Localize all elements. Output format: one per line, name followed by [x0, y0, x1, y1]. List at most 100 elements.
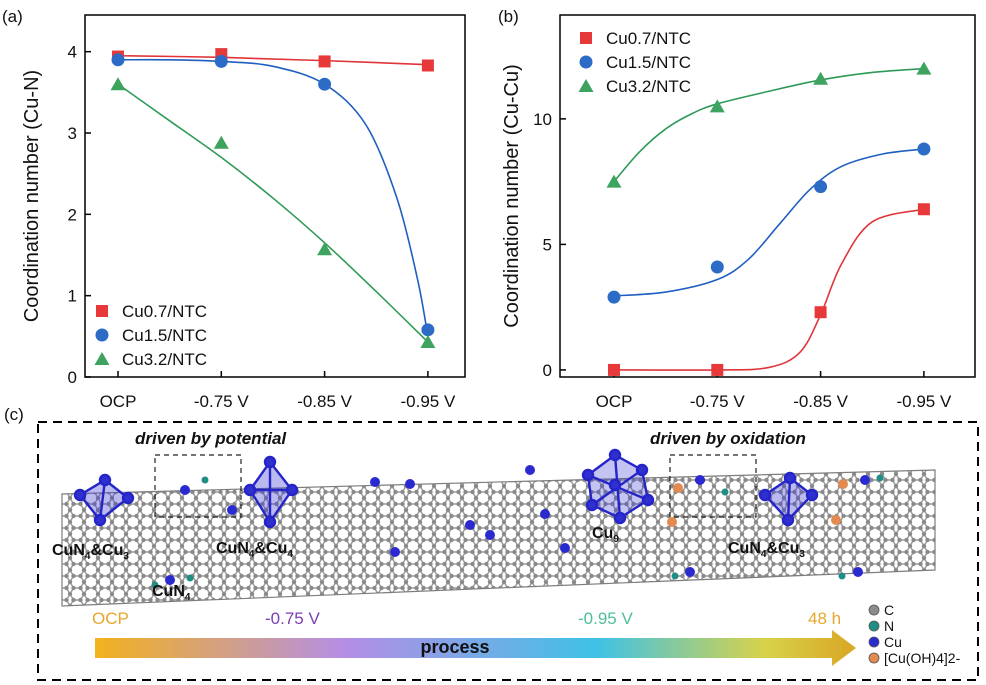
species-label-4: Cu9 — [592, 525, 619, 545]
x-tick-label: -0.95 V — [400, 392, 455, 411]
point-Cu0.7/NTC — [814, 306, 827, 319]
legend-marker-Cu3.2/NTC — [578, 79, 594, 92]
panel-a-fit-lines — [117, 54, 429, 343]
process-label: process — [420, 637, 489, 657]
fit-line-Cu1.5/NTC — [613, 148, 924, 297]
fit-line-Cu0.7/NTC — [117, 54, 428, 66]
legend-label: Cu3.2/NTC — [606, 77, 691, 96]
species-label-2: CuN4&Cu4 — [216, 540, 293, 560]
x-tick-label: -0.85 V — [297, 392, 352, 411]
x-tick-label: OCP — [596, 392, 633, 411]
y-tick-label: 5 — [543, 235, 552, 254]
point-Cu1.5/NTC — [421, 323, 435, 337]
point-Cu3.2/NTC — [606, 174, 622, 188]
panel-b-ylabel: Coordination number (Cu-Cu) — [501, 64, 523, 327]
point-Cu1.5/NTC — [111, 53, 125, 67]
legend-atom-1 — [868, 620, 880, 632]
panel-b-legend: Cu0.7/NTC Cu1.5/NTC Cu3.2/NTC — [578, 29, 691, 96]
species-label-5: CuN4&Cu3 — [728, 540, 805, 560]
panel-c-dashed-frame — [37, 421, 979, 681]
panel-a-frame — [84, 14, 466, 378]
legend-label: Cu1.5/NTC — [122, 326, 207, 345]
y-tick-label: 1 — [68, 287, 77, 306]
highlight-box-oxidation — [669, 454, 757, 518]
panel-a-label: (a) — [2, 7, 23, 26]
legend-label: Cu0.7/NTC — [122, 302, 207, 321]
panel-b-label: (b) — [498, 7, 519, 26]
heading-driven-by-oxidation: driven by oxidation — [650, 429, 806, 448]
species-label-3: CuN4 — [152, 583, 191, 603]
legend-atom-3 — [868, 652, 880, 664]
point-Cu3.2/NTC — [213, 135, 229, 149]
legend-label: Cu1.5/NTC — [606, 53, 691, 72]
stage-label-ocp: OCP — [92, 609, 129, 628]
process-arrow — [95, 630, 856, 666]
stage-label-48h: 48 h — [808, 609, 841, 628]
legend-label: Cu3.2/NTC — [122, 350, 207, 369]
x-tick-label: OCP — [100, 392, 137, 411]
x-tick-label: -0.95 V — [896, 392, 951, 411]
point-Cu0.7/NTC — [421, 59, 434, 72]
legend-atom-label: Cu — [884, 634, 902, 650]
panel-a-legend: Cu0.7/NTC Cu1.5/NTC Cu3.2/NTC — [94, 302, 207, 369]
y-tick-label: 3 — [68, 124, 77, 143]
y-tick-label: 4 — [68, 43, 77, 62]
panel-b-markers — [606, 61, 932, 376]
point-Cu0.7/NTC — [318, 55, 331, 68]
cluster-cu3-left — [73, 473, 135, 527]
point-Cu1.5/NTC — [214, 54, 228, 68]
point-Cu3.2/NTC — [110, 77, 126, 91]
legend-marker-Cu0.7/NTC — [96, 305, 108, 317]
panel-b-fit-lines — [613, 67, 925, 371]
legend-atom-label: N — [884, 618, 894, 634]
stage-label-075: -0.75 V — [265, 609, 320, 628]
legend-atom-label: [Cu(OH)4]2- — [884, 650, 961, 666]
cluster-cu3-right — [758, 471, 819, 527]
panel-a-ticks: 0 1 2 3 4 OCP -0.75 V -0.85 V -0.95 V — [68, 43, 456, 411]
legend-label: Cu0.7/NTC — [606, 29, 691, 48]
panel-c: (c) driven by potential driven by oxidat… — [4, 405, 979, 681]
point-Cu1.5/NTC — [917, 142, 931, 156]
panel-b: (b) 0 5 10 OCP -0.75 V -0.85 V -0.95 V Coordin… — [498, 7, 976, 411]
y-tick-label: 10 — [533, 110, 552, 129]
x-tick-label: -0.75 V — [690, 392, 745, 411]
cluster-cu9 — [581, 448, 655, 525]
point-Cu3.2/NTC — [916, 61, 932, 75]
legend-atom-0 — [868, 604, 880, 616]
panel-c-label: (c) — [4, 405, 24, 424]
x-tick-label: -0.75 V — [194, 392, 249, 411]
y-tick-label: 0 — [543, 361, 552, 380]
x-tick-label: -0.85 V — [793, 392, 848, 411]
fit-line-Cu0.7/NTC — [613, 208, 925, 371]
point-Cu1.5/NTC — [607, 290, 621, 304]
point-Cu1.5/NTC — [814, 180, 828, 194]
stage-label-095: -0.95 V — [578, 609, 633, 628]
heading-driven-by-potential: driven by potential — [135, 429, 287, 448]
point-Cu0.7/NTC — [608, 363, 620, 376]
legend-marker-Cu1.5/NTC — [579, 55, 593, 69]
point-Cu0.7/NTC — [917, 203, 930, 216]
panel-a-markers — [110, 48, 436, 349]
point-Cu3.2/NTC — [709, 99, 725, 113]
y-tick-label: 0 — [68, 368, 77, 387]
cu-n-sites — [151, 465, 884, 589]
highlight-box-potential — [154, 454, 242, 518]
point-Cu0.7/NTC — [711, 363, 724, 376]
panel-a-ylabel: Coordination number (Cu-N) — [21, 70, 43, 322]
legend-marker-Cu0.7/NTC — [580, 32, 592, 44]
legend-atom-label: C — [884, 602, 894, 618]
point-Cu3.2/NTC — [813, 71, 829, 85]
legend-atom-2 — [868, 636, 880, 648]
legend-marker-Cu1.5/NTC — [95, 328, 109, 342]
point-Cu1.5/NTC — [710, 260, 724, 274]
cluster-cu4 — [243, 455, 299, 529]
point-Cu3.2/NTC — [317, 242, 333, 256]
point-Cu1.5/NTC — [318, 77, 332, 91]
panel-b-ticks: 0 5 10 OCP -0.75 V -0.85 V -0.95 V — [533, 110, 952, 411]
y-tick-label: 2 — [68, 205, 77, 224]
legend-marker-Cu3.2/NTC — [94, 352, 110, 365]
fit-line-Cu3.2/NTC — [117, 83, 429, 343]
panel-a: (a) 0 1 2 3 4 OCP -0.75 V -0.85 V -0.95 V Coordi… — [2, 7, 466, 411]
